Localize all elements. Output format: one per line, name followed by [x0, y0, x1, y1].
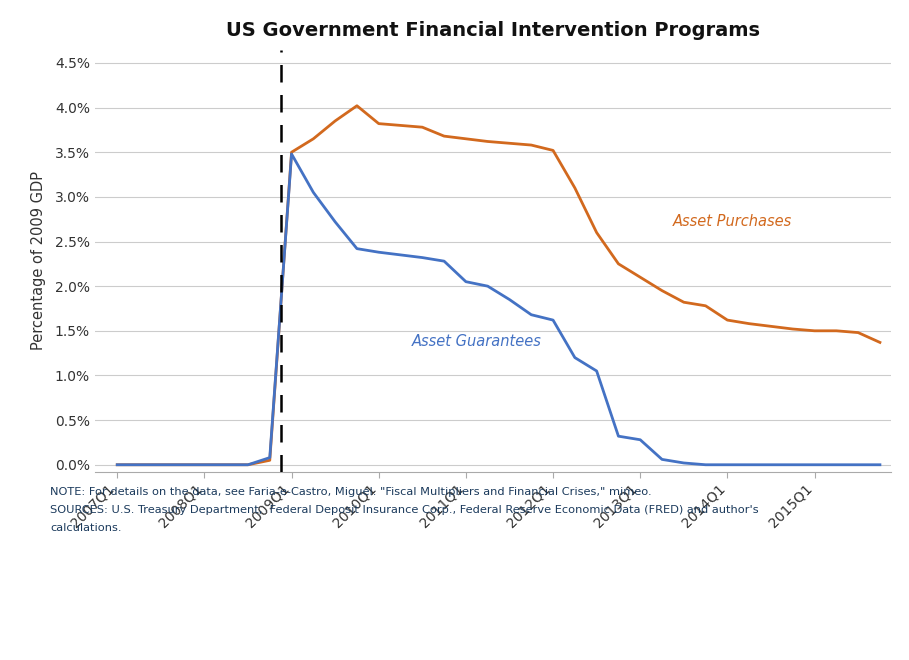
- Text: St. Louis: St. Louis: [223, 622, 303, 636]
- Text: Federal Reserve Bank: Federal Reserve Bank: [25, 622, 217, 636]
- Text: NOTE: For details on the data, see Faria-e-Castro, Miguel. "Fiscal Multipliers a: NOTE: For details on the data, see Faria…: [50, 487, 652, 497]
- Title: US Government Financial Intervention Programs: US Government Financial Intervention Pro…: [226, 20, 760, 40]
- Text: Asset Guarantees: Asset Guarantees: [412, 334, 541, 349]
- Text: calculations.: calculations.: [50, 523, 122, 533]
- Text: of: of: [200, 622, 214, 636]
- Y-axis label: Percentage of 2009 GDP: Percentage of 2009 GDP: [32, 171, 46, 350]
- Text: SOURCES: U.S. Treasury Department,  Federal Deposit Insurance Corp., Federal Res: SOURCES: U.S. Treasury Department, Feder…: [50, 505, 759, 515]
- Text: Asset Purchases: Asset Purchases: [673, 214, 792, 230]
